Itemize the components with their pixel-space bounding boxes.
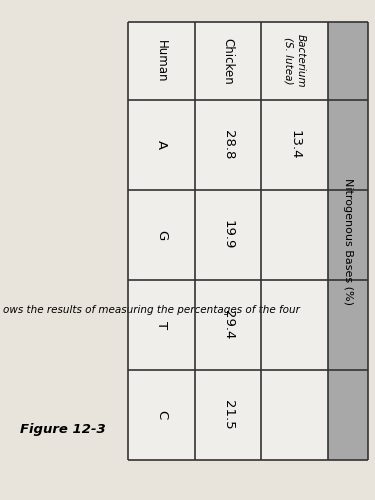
Text: T: T: [155, 321, 168, 329]
Text: G: G: [155, 230, 168, 240]
Text: Figure 12-3: Figure 12-3: [20, 424, 106, 436]
Text: 13.4: 13.4: [288, 130, 301, 160]
Text: Human: Human: [155, 40, 168, 82]
Text: 28.8: 28.8: [222, 130, 234, 160]
Text: ows the results of measuring the percentages of the four: ows the results of measuring the percent…: [3, 305, 300, 315]
Text: 21.5: 21.5: [222, 400, 234, 430]
Text: 29.4: 29.4: [222, 310, 234, 340]
Text: Bacterium
(S. lutea): Bacterium (S. lutea): [284, 34, 306, 88]
Text: C: C: [155, 410, 168, 420]
Text: A: A: [155, 140, 168, 149]
Bar: [128, 22, 328, 460]
Bar: [328, 22, 368, 460]
Text: Nitrogenous Bases (%): Nitrogenous Bases (%): [343, 178, 353, 304]
Text: Chicken: Chicken: [222, 38, 234, 84]
Text: 19.9: 19.9: [222, 220, 234, 250]
